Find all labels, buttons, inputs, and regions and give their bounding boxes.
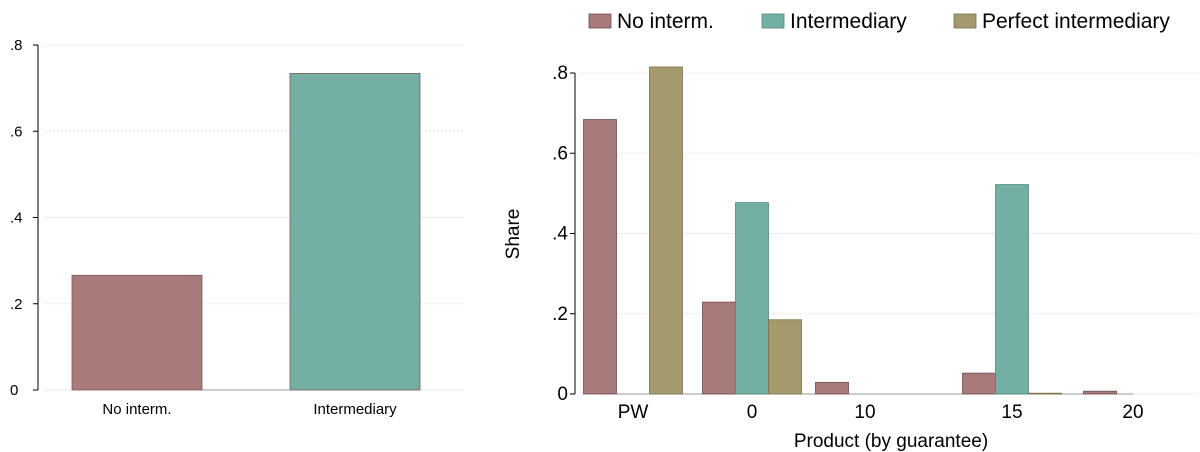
right-bar: [1083, 390, 1117, 395]
right-xtick-label: PW: [618, 402, 649, 423]
right-bar: [735, 202, 769, 395]
right-bar: [583, 119, 617, 395]
right-xtick-label: 20: [1122, 402, 1143, 423]
right-ytick-label: .2: [552, 304, 568, 325]
right-ytick-label: .4: [552, 224, 568, 245]
left-bar-chart: 0 .2 .4 .6 .8 No interm. Intermediary: [10, 37, 463, 418]
right-bar: [768, 319, 802, 395]
right-bar: [649, 66, 683, 395]
right-x-axis-title: Product (by guarantee): [794, 431, 988, 452]
right-bar: [702, 301, 736, 395]
right-xtick-label: 15: [1001, 402, 1022, 423]
left-bar: [289, 73, 421, 391]
left-bar: [71, 274, 203, 391]
left-ytick-label: 0: [10, 382, 18, 399]
legend-swatch: [588, 13, 612, 29]
right-xtick-label: 10: [854, 402, 875, 423]
left-ytick-label: .4: [10, 210, 23, 227]
right-ytick-label: .8: [552, 63, 568, 84]
right-xtick-label: 0: [747, 402, 758, 423]
right-ytick-label: .6: [552, 143, 568, 164]
right-grouped-bar-chart: 0 .2 .4 .6 .8 PW 0 10 15 20 Product (by guarantee)…: [503, 63, 1198, 452]
right-y-axis-title: Share: [503, 209, 524, 260]
left-xtick-label: No interm.: [102, 401, 171, 418]
right-ytick-label: 0: [557, 384, 568, 405]
left-ytick-label: .2: [10, 296, 23, 313]
right-bar: [815, 381, 849, 395]
right-bar: [962, 372, 996, 395]
legend-swatch: [953, 13, 977, 29]
legend-label: Perfect intermediary: [982, 10, 1170, 33]
legend-label: No interm.: [617, 10, 714, 33]
legend-label: Intermediary: [790, 10, 907, 33]
chart-legend: No interm. Intermediary Perfect intermedia…: [588, 10, 1170, 33]
legend-swatch: [761, 13, 785, 29]
left-ytick-label: .8: [10, 37, 23, 54]
right-bar: [995, 184, 1029, 395]
left-ytick-label: .6: [10, 123, 23, 140]
left-xtick-label: Intermediary: [313, 401, 397, 418]
right-bar: [1028, 392, 1062, 395]
